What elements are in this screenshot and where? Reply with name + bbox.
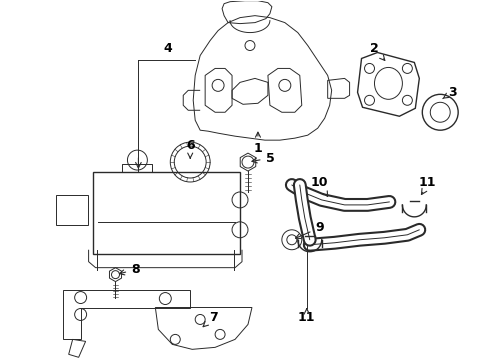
Bar: [92, 172, 240, 254]
Text: 4: 4: [163, 42, 172, 55]
Text: 1: 1: [253, 132, 262, 155]
Text: 11: 11: [297, 311, 315, 324]
Text: 6: 6: [185, 139, 194, 158]
Text: 9: 9: [295, 221, 324, 239]
Text: 11: 11: [418, 176, 435, 189]
Text: 7: 7: [203, 311, 217, 327]
Text: 3: 3: [442, 86, 456, 99]
Text: 2: 2: [369, 42, 384, 60]
Text: 5: 5: [251, 152, 274, 165]
Text: 8: 8: [119, 263, 140, 276]
Text: 10: 10: [310, 176, 328, 197]
Bar: [56, 195, 87, 225]
